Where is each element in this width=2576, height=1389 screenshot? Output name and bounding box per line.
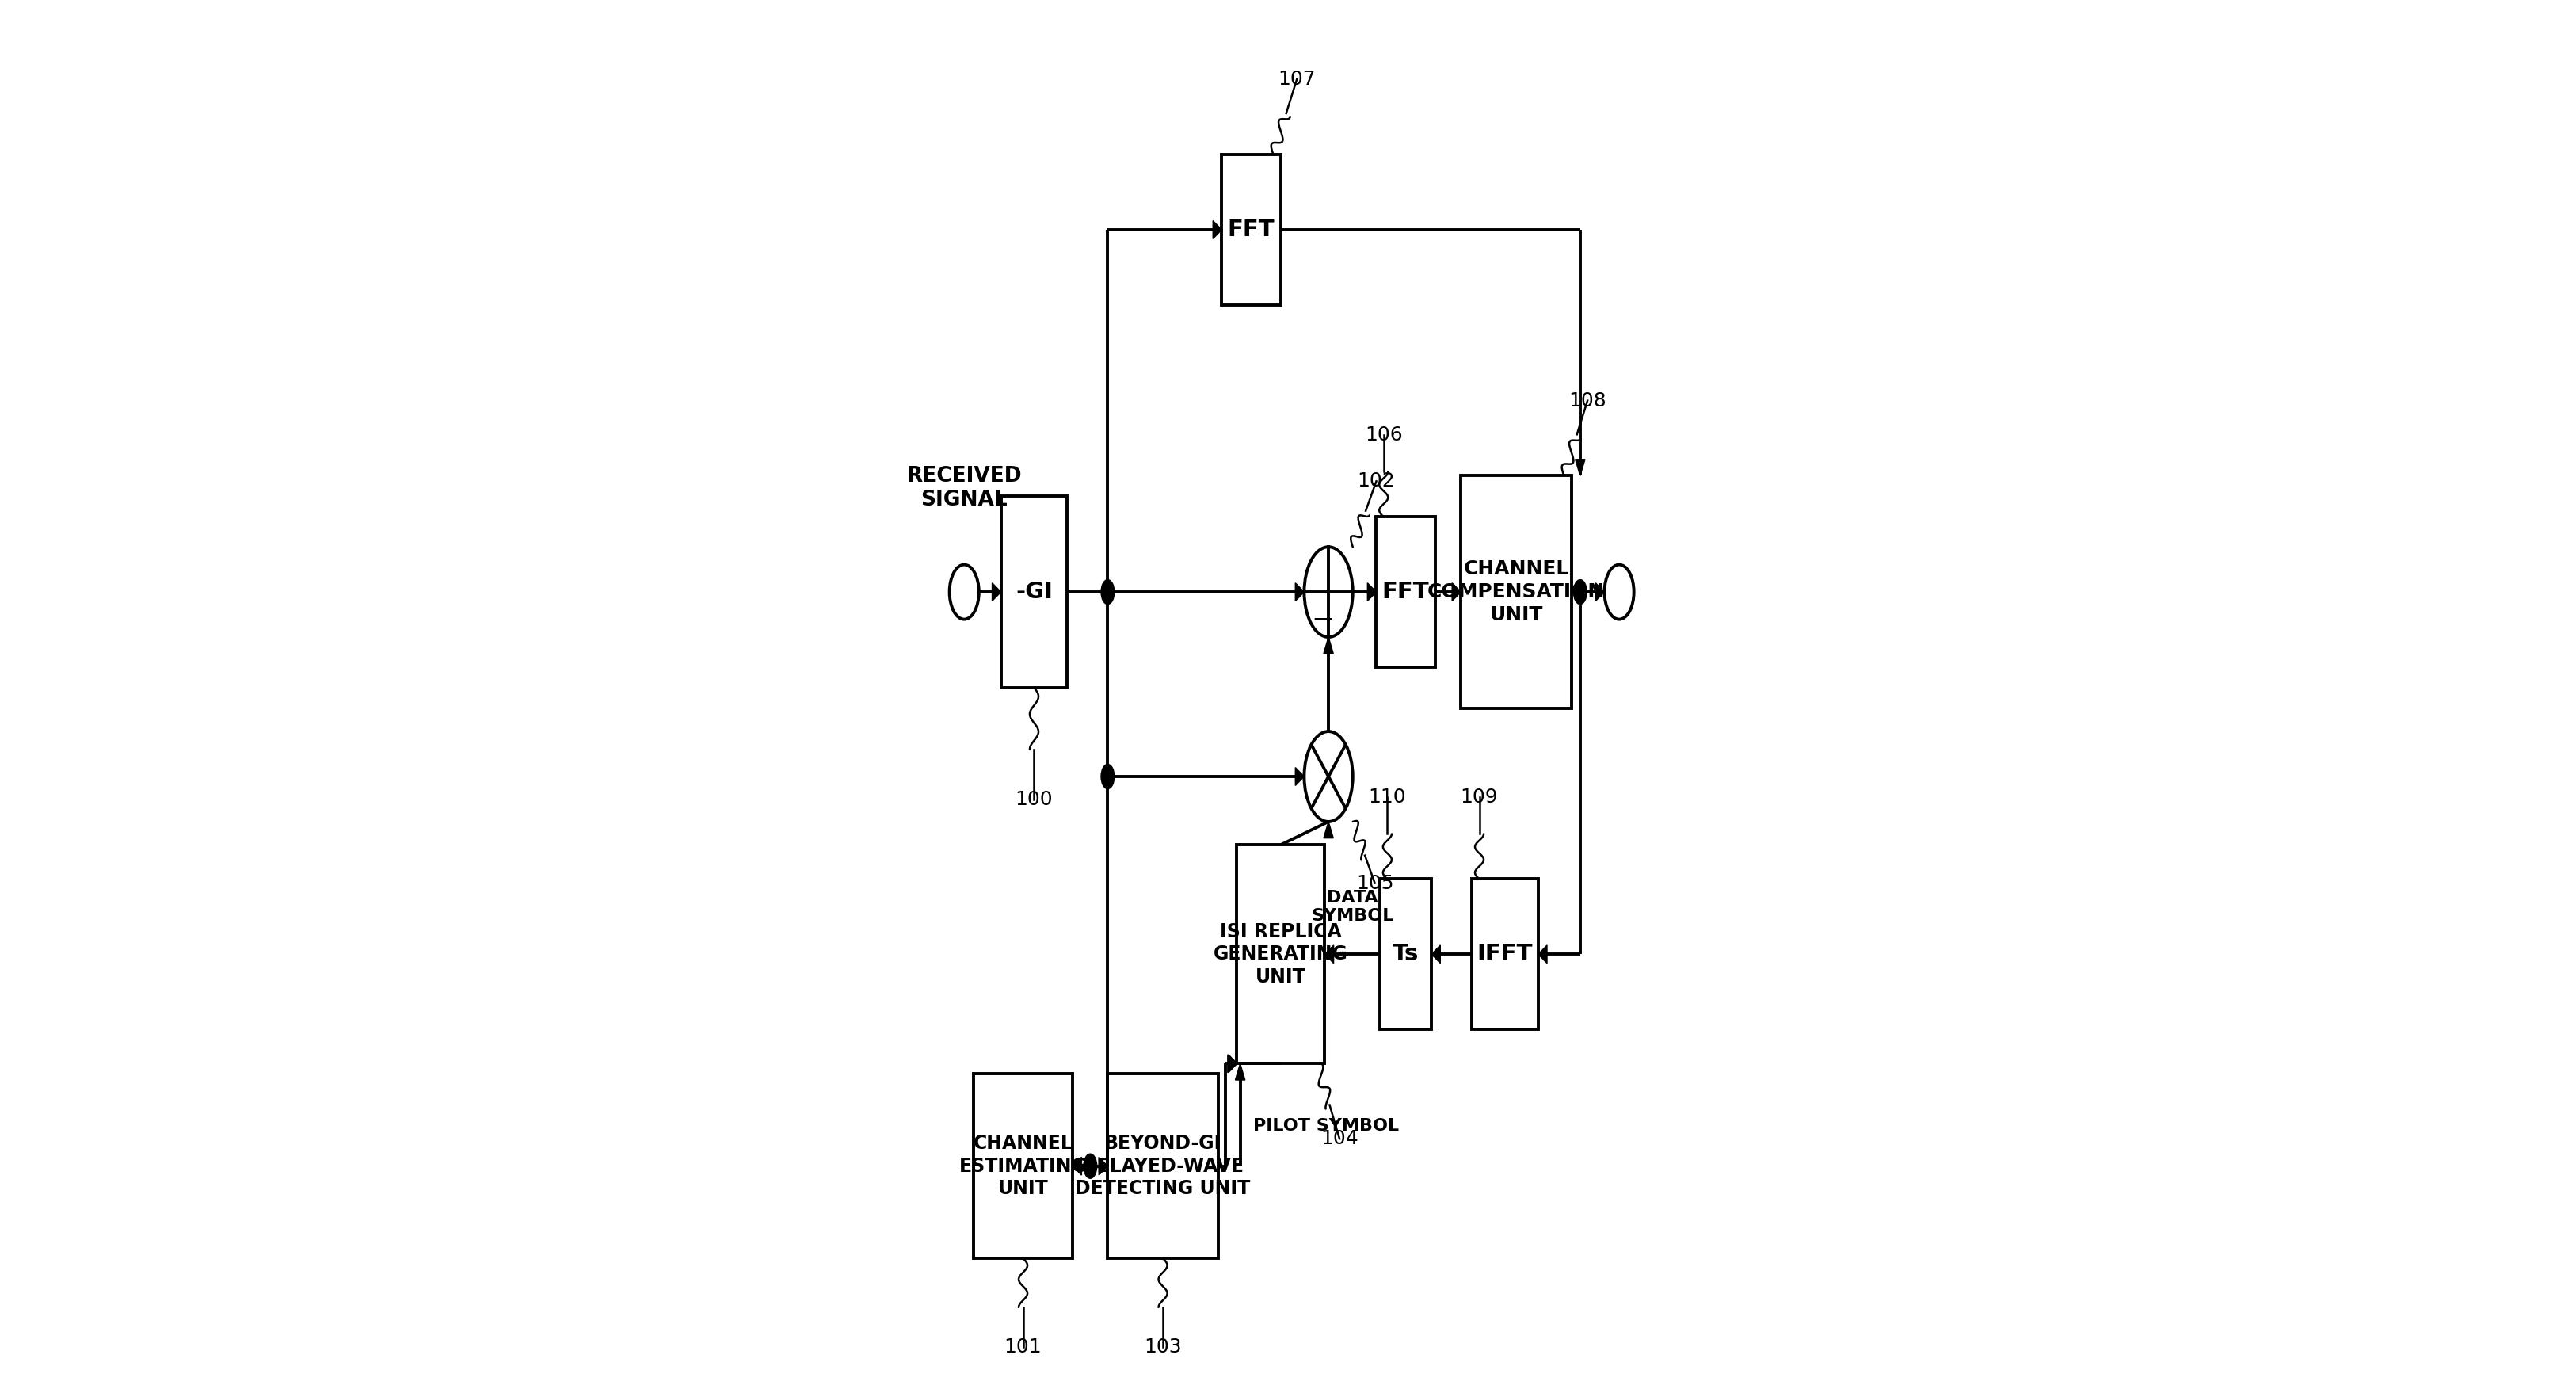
FancyBboxPatch shape xyxy=(1002,496,1066,688)
Polygon shape xyxy=(1324,822,1334,838)
Text: CHANNEL
ESTIMATING
UNIT: CHANNEL ESTIMATING UNIT xyxy=(958,1133,1087,1199)
Polygon shape xyxy=(1296,583,1303,601)
FancyBboxPatch shape xyxy=(974,1074,1072,1258)
Polygon shape xyxy=(992,583,1002,601)
Text: 108: 108 xyxy=(1569,392,1607,410)
FancyBboxPatch shape xyxy=(1471,879,1538,1029)
Text: -GI: -GI xyxy=(1015,581,1054,603)
Text: 104: 104 xyxy=(1321,1129,1358,1149)
Text: RECEIVED
SIGNAL: RECEIVED SIGNAL xyxy=(907,465,1023,510)
Text: FFT: FFT xyxy=(1383,581,1430,603)
FancyBboxPatch shape xyxy=(1376,517,1435,667)
Circle shape xyxy=(1084,1154,1097,1178)
Polygon shape xyxy=(1296,768,1303,786)
Text: IFFT: IFFT xyxy=(1476,943,1533,965)
Text: CHANNEL
COMPENSATION
UNIT: CHANNEL COMPENSATION UNIT xyxy=(1427,560,1605,624)
Text: FFT: FFT xyxy=(1229,218,1275,240)
Text: −: − xyxy=(1311,606,1334,632)
Polygon shape xyxy=(1595,583,1605,601)
Circle shape xyxy=(1574,579,1587,604)
Text: ISI REPLICA
GENERATING
UNIT: ISI REPLICA GENERATING UNIT xyxy=(1213,922,1347,986)
FancyBboxPatch shape xyxy=(1236,845,1324,1064)
FancyBboxPatch shape xyxy=(1221,154,1280,306)
Text: 105: 105 xyxy=(1355,874,1394,893)
Polygon shape xyxy=(1229,1054,1236,1072)
Text: 106: 106 xyxy=(1365,425,1401,444)
Text: 110: 110 xyxy=(1368,788,1406,807)
Text: 103: 103 xyxy=(1144,1338,1182,1357)
Polygon shape xyxy=(1538,945,1548,963)
Text: Ts: Ts xyxy=(1394,943,1419,965)
FancyBboxPatch shape xyxy=(1461,476,1571,708)
Text: 109: 109 xyxy=(1461,788,1499,807)
FancyBboxPatch shape xyxy=(1108,1074,1218,1258)
Circle shape xyxy=(1100,579,1115,604)
Polygon shape xyxy=(1236,1064,1244,1081)
Text: 102: 102 xyxy=(1358,472,1396,490)
Polygon shape xyxy=(1577,460,1584,476)
Circle shape xyxy=(1100,764,1115,789)
Polygon shape xyxy=(1324,945,1334,963)
FancyBboxPatch shape xyxy=(1381,879,1432,1029)
Text: 107: 107 xyxy=(1278,69,1316,89)
Polygon shape xyxy=(1368,583,1376,601)
Polygon shape xyxy=(1324,638,1334,653)
Polygon shape xyxy=(1432,945,1440,963)
Text: DATA
SYMBOL: DATA SYMBOL xyxy=(1311,890,1394,924)
Text: BEYOND-GI
DELAYED-WAVE
DETECTING UNIT: BEYOND-GI DELAYED-WAVE DETECTING UNIT xyxy=(1074,1133,1249,1199)
Polygon shape xyxy=(1453,583,1461,601)
Polygon shape xyxy=(1213,221,1221,239)
Polygon shape xyxy=(1072,1157,1082,1175)
Polygon shape xyxy=(1100,1157,1108,1175)
Text: 101: 101 xyxy=(1005,1338,1041,1357)
Text: 100: 100 xyxy=(1015,790,1054,810)
Polygon shape xyxy=(1229,1054,1236,1072)
Text: PILOT SYMBOL: PILOT SYMBOL xyxy=(1255,1118,1399,1133)
